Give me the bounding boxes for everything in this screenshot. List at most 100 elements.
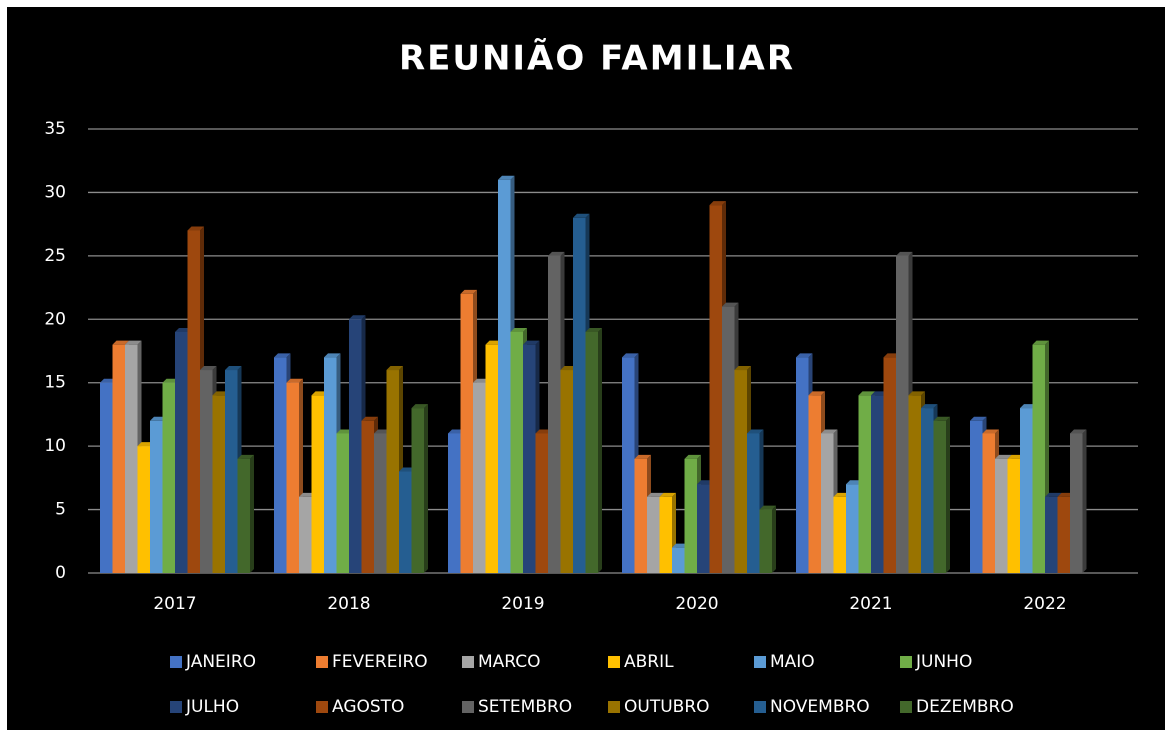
legend-swatch: [316, 656, 328, 668]
bar-3d: [933, 416, 950, 573]
legend-swatch: [608, 656, 620, 668]
bar: [225, 370, 238, 573]
y-tick-label: 30: [44, 182, 66, 202]
bar: [647, 496, 660, 573]
bar-top: [175, 327, 192, 332]
legend-label: ABRIL: [624, 652, 674, 672]
bar-top: [1070, 429, 1087, 434]
x-tick-label: 2017: [153, 594, 196, 614]
legend-swatch: [316, 701, 328, 713]
legend-swatch: [608, 701, 620, 713]
bar: [659, 496, 672, 573]
bar-top: [759, 505, 776, 510]
bar-side: [946, 416, 950, 573]
bar: [796, 357, 809, 573]
legend-swatch: [754, 701, 766, 713]
bar-top: [933, 416, 950, 421]
bar: [734, 370, 747, 573]
y-tick-label: 35: [44, 119, 66, 139]
bar-top: [672, 543, 689, 548]
bar: [896, 255, 909, 573]
bar-top: [510, 327, 527, 332]
bar: [697, 484, 710, 573]
bar-top: [995, 454, 1012, 459]
y-tick-label: 5: [55, 500, 66, 520]
bar: [821, 433, 834, 573]
bar: [1057, 496, 1070, 573]
bar: [473, 382, 486, 573]
bar: [883, 357, 896, 573]
bar: [1020, 408, 1033, 573]
bar-top: [659, 492, 676, 497]
bar-top: [821, 429, 838, 434]
bar: [212, 395, 225, 573]
bar: [634, 458, 647, 573]
legend-swatch: [462, 701, 474, 713]
bar: [349, 319, 362, 573]
bar-top: [460, 289, 477, 294]
bar-top: [485, 340, 502, 345]
bar-top: [883, 353, 900, 358]
bar: [100, 382, 113, 573]
bar: [970, 420, 983, 573]
bar-top: [634, 454, 651, 459]
bar-top: [349, 315, 366, 320]
bar-top: [237, 454, 254, 459]
bar: [175, 331, 188, 573]
bar: [200, 370, 213, 573]
bar-top: [125, 340, 142, 345]
bar-top: [1032, 340, 1049, 345]
bar: [560, 370, 573, 573]
bar: [921, 408, 934, 573]
bar: [846, 484, 859, 573]
x-tick-label: 2022: [1023, 594, 1066, 614]
bar: [162, 382, 175, 573]
bar-top: [858, 391, 875, 396]
bar-top: [324, 353, 341, 358]
bar: [137, 446, 150, 573]
bar-top: [560, 366, 577, 371]
y-tick-label: 10: [44, 436, 66, 456]
bar-side: [424, 404, 428, 573]
bar-3d: [1070, 429, 1087, 573]
bar: [995, 458, 1008, 573]
legend-swatch: [754, 656, 766, 668]
bar-top: [896, 251, 913, 256]
legend-label: NOVEMBRO: [770, 697, 870, 717]
bar-top: [796, 353, 813, 358]
legend-swatch: [170, 701, 182, 713]
bar-top: [399, 467, 416, 472]
x-tick-label: 2019: [501, 594, 544, 614]
bar: [1032, 344, 1045, 573]
bar: [399, 471, 412, 573]
bar: [808, 395, 821, 573]
bar-top: [411, 404, 428, 409]
bar-top: [747, 429, 764, 434]
bar: [1045, 496, 1058, 573]
bar-top: [573, 213, 590, 218]
legend-label: MAIO: [770, 652, 815, 672]
bar: [324, 357, 337, 573]
legend-label: JUNHO: [915, 652, 972, 672]
bar: [858, 395, 871, 573]
bar-top: [162, 378, 179, 383]
legend-label: OUTUBRO: [624, 697, 710, 717]
bar-side: [1082, 429, 1087, 573]
bar-top: [225, 366, 242, 371]
x-tick-label: 2018: [327, 594, 370, 614]
chart-title: REUNIÃO FAMILIAR: [399, 38, 795, 79]
legend-swatch: [462, 656, 474, 668]
bar: [833, 496, 846, 573]
legend-label: FEVEREIRO: [332, 652, 428, 672]
bar: [933, 420, 946, 573]
y-tick-label: 25: [44, 246, 66, 266]
bar: [299, 496, 312, 573]
bar: [585, 331, 598, 573]
bar-top: [833, 492, 850, 497]
bar: [672, 547, 685, 573]
bar-top: [274, 353, 291, 358]
bar-top: [299, 492, 316, 497]
bar: [535, 433, 548, 573]
bar: [1070, 433, 1083, 573]
